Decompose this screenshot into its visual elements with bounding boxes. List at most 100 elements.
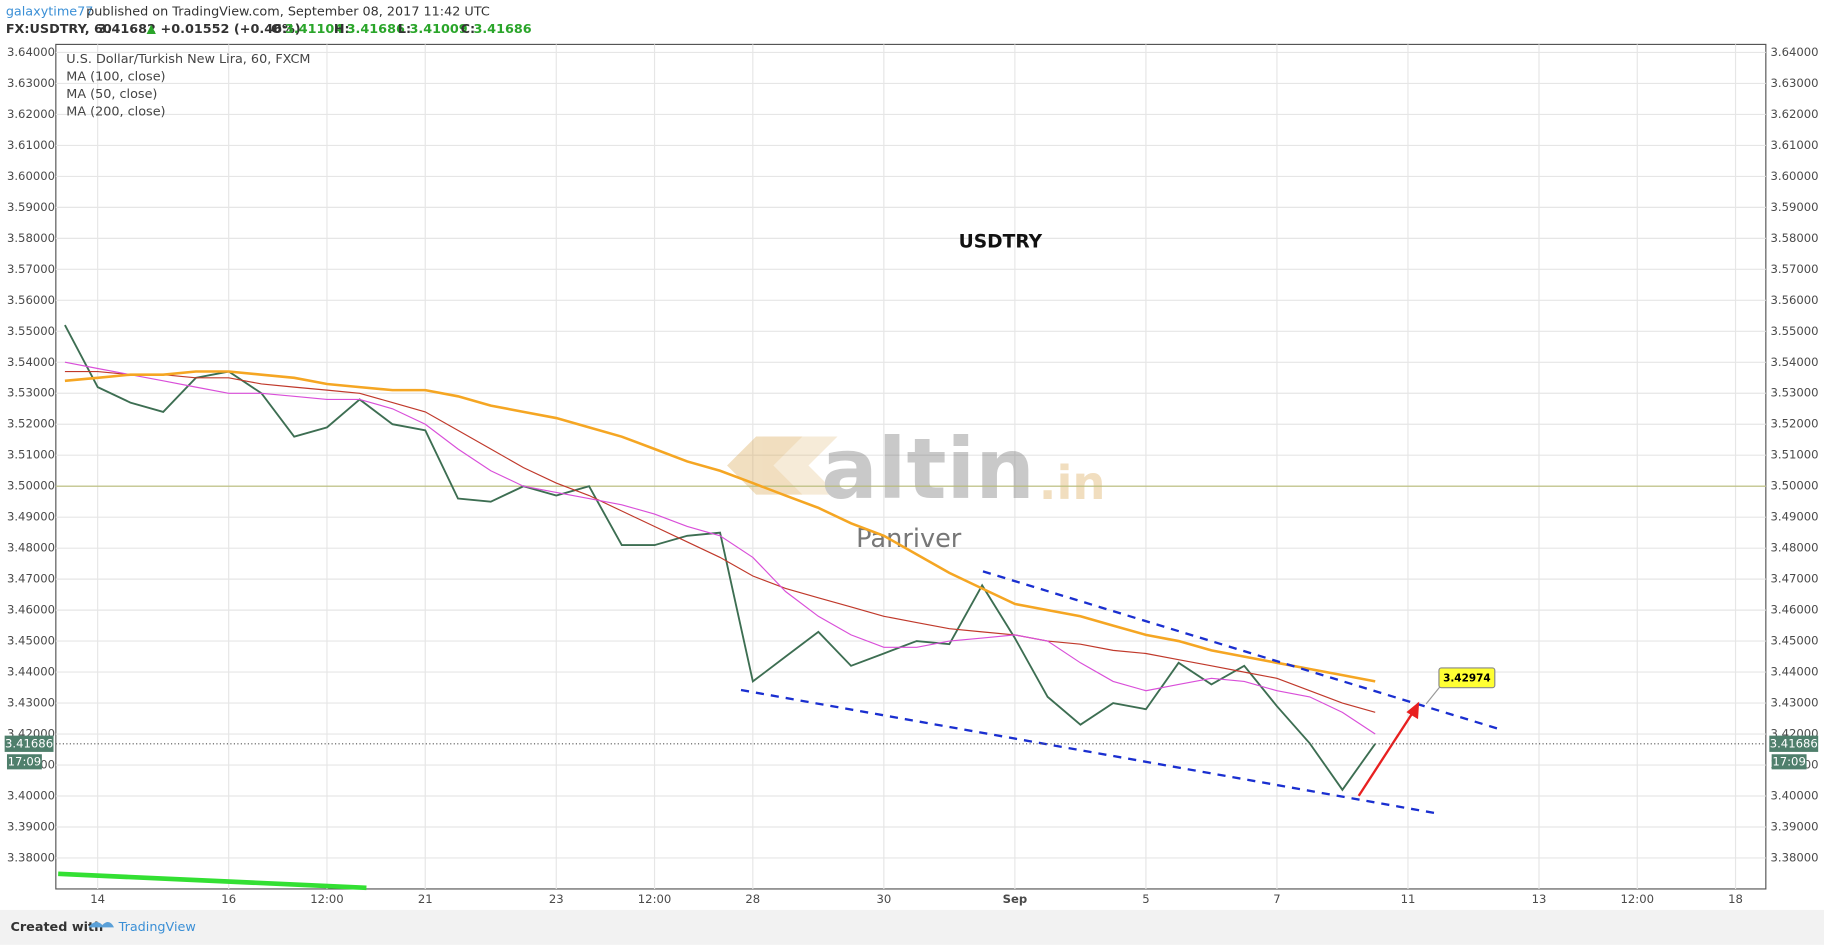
close: 3.41686 xyxy=(473,22,531,37)
countdown-box xyxy=(6,754,42,770)
y-tick-label-right: 3.49000 xyxy=(1770,510,1818,524)
y-tick-label-right: 3.45000 xyxy=(1770,634,1818,648)
y-tick-label-right: 3.57000 xyxy=(1770,262,1818,276)
x-tick-label: 14 xyxy=(90,892,105,906)
x-tick-label: 12:00 xyxy=(638,892,672,906)
y-tick-label-left: 3.44000 xyxy=(7,665,55,679)
last-price-label: 3.41686 xyxy=(1770,736,1818,750)
author[interactable]: galaxytime77 xyxy=(6,4,94,19)
change: +0.01552 (+0.46%) xyxy=(161,22,301,37)
legend-entry: MA (200, close) xyxy=(66,104,165,119)
y-tick-label-right: 3.60000 xyxy=(1770,169,1818,183)
low: 3.41009 xyxy=(409,22,467,37)
up-arrow xyxy=(146,24,156,34)
footer-brand[interactable]: TradingView xyxy=(118,920,196,935)
y-tick-label-left: 3.43000 xyxy=(7,696,55,710)
x-tick-label: 18 xyxy=(1728,892,1743,906)
symbol: FX:USDTRY, 60 xyxy=(6,22,112,37)
y-tick-label-left: 3.63000 xyxy=(7,76,55,90)
chart-title: USDTRY xyxy=(959,232,1043,253)
footer-logo xyxy=(88,922,114,928)
ma-line xyxy=(64,370,1376,683)
arrow-head xyxy=(1406,701,1420,720)
y-tick-label-left: 3.64000 xyxy=(7,45,55,59)
y-tick-label-left: 3.60000 xyxy=(7,169,55,183)
y-tick-label-left: 3.59000 xyxy=(7,200,55,214)
channel-lower xyxy=(740,688,1437,815)
y-tick-label-left: 3.39000 xyxy=(7,819,55,833)
y-tick-label-right: 3.43000 xyxy=(1770,696,1818,710)
x-tick-label: 12:00 xyxy=(1621,892,1655,906)
x-tick-label: 16 xyxy=(221,892,236,906)
y-tick-label-left: 3.52000 xyxy=(7,417,55,431)
last-price: 3.41682 xyxy=(98,22,156,37)
target-label: 3.42974 xyxy=(1443,672,1491,684)
y-tick-label-right: 3.56000 xyxy=(1770,293,1818,307)
legend-entry: MA (100, close) xyxy=(66,69,165,84)
x-tick-label: 11 xyxy=(1401,892,1416,906)
y-tick-label-left: 3.56000 xyxy=(7,293,55,307)
watermark-domain: .in xyxy=(1039,456,1106,510)
y-tick-label-left: 3.45000 xyxy=(7,634,55,648)
x-tick-label: 30 xyxy=(876,892,891,906)
x-tick-label: 12:00 xyxy=(310,892,344,906)
projection-arrow xyxy=(1357,709,1416,797)
x-tick-label: 5 xyxy=(1142,892,1149,906)
plot-frame xyxy=(55,43,1767,890)
footer-created: Created with xyxy=(10,920,103,935)
last-price-label: 3.41686 xyxy=(5,736,53,750)
y-tick-label-right: 3.53000 xyxy=(1770,386,1818,400)
y-tick-label-right: 3.48000 xyxy=(1770,541,1818,555)
y-tick-label-right: 3.52000 xyxy=(1770,417,1818,431)
y-tick-label-left: 3.54000 xyxy=(7,355,55,369)
x-tick-label: 21 xyxy=(418,892,433,906)
y-tick-label-right: 3.46000 xyxy=(1770,603,1818,617)
y-tick-label-right: 3.50000 xyxy=(1770,479,1818,493)
x-tick-label: 28 xyxy=(745,892,760,906)
y-tick-label-right: 3.63000 xyxy=(1770,76,1818,90)
watermark: altin .in xyxy=(727,420,1106,518)
x-tick-label: 23 xyxy=(549,892,564,906)
high: 3.41686 xyxy=(347,22,405,37)
last-price-box xyxy=(4,735,54,752)
y-tick-label-left: 3.38000 xyxy=(7,850,55,864)
x-tick-label: 13 xyxy=(1532,892,1547,906)
legend-entry: MA (50, close) xyxy=(66,87,157,102)
published: published on TradingView.com, September … xyxy=(86,4,490,19)
y-tick-label-right: 3.61000 xyxy=(1770,138,1818,152)
y-tick-label-right: 3.51000 xyxy=(1770,448,1818,462)
x-tick-label: Sep xyxy=(1003,892,1028,906)
watermark-brand: altin xyxy=(821,420,1035,518)
y-tick-label-left: 3.55000 xyxy=(7,324,55,338)
y-tick-label-right: 3.38000 xyxy=(1770,850,1818,864)
y-tick-label-left: 3.51000 xyxy=(7,448,55,462)
y-tick-label-left: 3.48000 xyxy=(7,541,55,555)
x-tick-label: 7 xyxy=(1273,892,1280,906)
last-price-box xyxy=(1769,735,1819,752)
close-label: C: xyxy=(461,22,475,37)
y-tick-label-left: 3.57000 xyxy=(7,262,55,276)
countdown-label: 17:09 xyxy=(1772,754,1806,768)
y-tick-label-right: 3.44000 xyxy=(1770,665,1818,679)
price-line xyxy=(64,324,1376,792)
footer-bar xyxy=(0,909,1824,945)
y-tick-label-right: 3.39000 xyxy=(1770,819,1818,833)
y-tick-label-right: 3.64000 xyxy=(1770,45,1818,59)
y-tick-label-left: 3.47000 xyxy=(7,572,55,586)
y-tick-label-right: 3.55000 xyxy=(1770,324,1818,338)
countdown-label: 17:09 xyxy=(8,754,42,768)
open: 3.41104 xyxy=(285,22,343,37)
y-tick-label-right: 3.59000 xyxy=(1770,200,1818,214)
y-tick-label-left: 3.58000 xyxy=(7,231,55,245)
y-tick-label-left: 3.46000 xyxy=(7,603,55,617)
y-tick-label-left: 3.50000 xyxy=(7,479,55,493)
watermark-logo xyxy=(773,436,838,495)
ma-line xyxy=(64,361,1376,735)
ma-line xyxy=(64,370,1376,713)
target-box xyxy=(1438,667,1496,689)
open-label: O: xyxy=(271,22,287,37)
y-tick-label-left: 3.61000 xyxy=(7,138,55,152)
